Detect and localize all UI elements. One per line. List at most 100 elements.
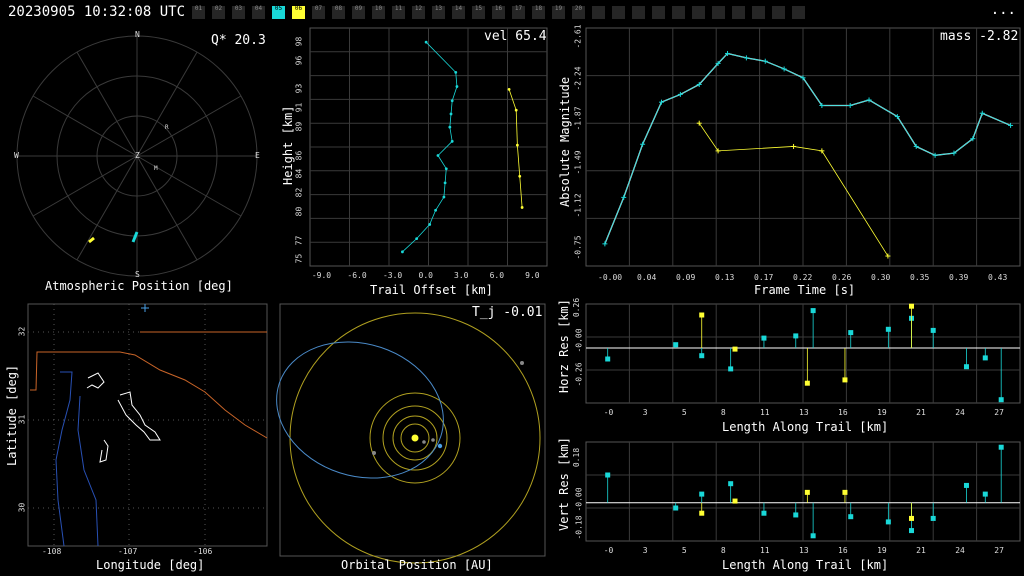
- residual-point: [793, 512, 799, 518]
- map-xtick: -106: [193, 547, 213, 556]
- vert-xtick: 21: [916, 546, 926, 555]
- frame-toggle-12[interactable]: 12: [412, 5, 425, 19]
- trail-point: [415, 237, 419, 241]
- frame-toggle-13[interactable]: 13: [432, 5, 445, 19]
- residual-point: [732, 346, 738, 352]
- trail-xtick: 6.0: [489, 271, 505, 280]
- frame-toggle-07[interactable]: 07: [312, 5, 325, 19]
- frame-toggle-label: 04: [254, 5, 263, 12]
- trail-xtick: -6.0: [347, 271, 367, 280]
- frame-toggle-extra-29[interactable]: [772, 6, 785, 19]
- residual-point: [793, 333, 799, 339]
- residual-point: [909, 528, 914, 534]
- frame-toggle-extra-20[interactable]: [592, 6, 605, 19]
- trail-xtick: -9.0: [311, 271, 332, 280]
- trail-point: [424, 40, 428, 44]
- vert-y-axis-label: Vert Res [km]: [557, 437, 571, 531]
- vert-x-axis-label: Length Along Trail [km]: [722, 558, 889, 572]
- trail-point: [401, 250, 404, 254]
- map-xtick: -107: [118, 547, 138, 556]
- frame-toggle-extra-26[interactable]: [712, 6, 725, 19]
- trail-point: [448, 125, 452, 129]
- frame-toggle-17[interactable]: 17: [512, 5, 525, 19]
- frame-toggle-09[interactable]: 09: [352, 5, 365, 19]
- frame-toggle-04[interactable]: 04: [252, 5, 265, 19]
- yellow-track: [88, 236, 95, 244]
- trail-point: [515, 143, 519, 147]
- planet-orbit: [369, 392, 461, 484]
- residual-point: [930, 327, 936, 333]
- frame-toggle-extra-23[interactable]: [652, 6, 665, 19]
- horz-xtick: 5: [681, 408, 687, 417]
- trail-point: [450, 139, 454, 143]
- residual-point: [810, 533, 816, 539]
- sun-marker: [411, 434, 419, 442]
- trail-point: [436, 154, 440, 157]
- azimuth-line: [136, 51, 198, 157]
- frame-toggle-16[interactable]: 16: [492, 5, 505, 19]
- magnitude-x-axis-label: Frame Time [s]: [754, 283, 856, 297]
- trail-point: [449, 112, 453, 116]
- trail-point: [518, 174, 522, 178]
- frame-toggle-11[interactable]: 11: [392, 5, 405, 19]
- frame-toggle-05[interactable]: 05: [272, 5, 285, 19]
- residual-point: [963, 482, 969, 488]
- vert-xtick: 27: [994, 546, 1004, 555]
- horz-xtick: 3: [642, 408, 648, 417]
- residual-point: [732, 498, 738, 504]
- frame-toggle-label: 01: [194, 5, 203, 12]
- trail-xtick: 0.0: [418, 271, 433, 280]
- frame-toggle-label: 02: [214, 5, 223, 12]
- residual-point: [761, 510, 767, 516]
- region-outline: [117, 391, 161, 441]
- frame-toggle-03[interactable]: 03: [232, 5, 245, 19]
- frame-toggle-15[interactable]: 15: [472, 5, 485, 19]
- vert-xtick: -0: [603, 546, 614, 555]
- frame-toggle-extra-24[interactable]: [672, 6, 685, 19]
- frame-toggle-02[interactable]: 02: [212, 5, 225, 19]
- horz-xtick: 13: [799, 408, 809, 417]
- trail-point: [454, 70, 458, 74]
- frame-toggle-20[interactable]: 20: [572, 5, 585, 19]
- frame-toggle-extra-28[interactable]: [752, 6, 765, 19]
- orbital-position-label: Orbital Position [AU]: [341, 558, 493, 572]
- residual-point: [930, 515, 936, 521]
- frame-toggle-10[interactable]: 10: [372, 5, 385, 19]
- frame-toggle-extra-25[interactable]: [692, 6, 705, 19]
- menu-button[interactable]: ...: [990, 2, 1016, 18]
- magnitude-xtick: 0.04: [637, 273, 657, 282]
- frame-toggle-extra-30[interactable]: [792, 6, 805, 19]
- frame-toggle-label: 16: [494, 5, 503, 12]
- region-outline: [99, 439, 109, 463]
- residual-point: [998, 444, 1004, 450]
- compass-south-label: S: [135, 270, 140, 279]
- frame-toggle-06[interactable]: 06: [292, 5, 305, 19]
- residual-point: [728, 481, 734, 487]
- frame-toggle-01[interactable]: 01: [192, 5, 205, 19]
- frame-toggle-08[interactable]: 08: [332, 5, 345, 19]
- azimuth-line: [32, 155, 138, 217]
- residual-point: [885, 326, 891, 332]
- frame-toggle-extra-21[interactable]: [612, 6, 625, 19]
- trail-point: [520, 206, 524, 209]
- magnitude-xtick: 0.17: [754, 273, 774, 282]
- frame-toggle-label: 03: [234, 5, 243, 12]
- residual-point: [842, 489, 848, 495]
- azimuth-line: [76, 155, 138, 261]
- vert-xtick: 19: [877, 546, 887, 555]
- frame-toggle-extra-27[interactable]: [732, 6, 745, 19]
- frame-toggle-18[interactable]: 18: [532, 5, 545, 19]
- frame-toggle-label: 20: [574, 5, 583, 12]
- state-border-line: [30, 351, 268, 439]
- vert-ytick: -0.00: [574, 487, 584, 512]
- frame-toggle-19[interactable]: 19: [552, 5, 565, 19]
- frame-toggle-14[interactable]: 14: [452, 5, 465, 19]
- frame-toggle-extra-22[interactable]: [632, 6, 645, 19]
- trail-point: [455, 85, 459, 88]
- compass-east-label: E: [255, 151, 260, 160]
- residual-point: [842, 377, 848, 383]
- marker-r-label: R: [165, 124, 169, 131]
